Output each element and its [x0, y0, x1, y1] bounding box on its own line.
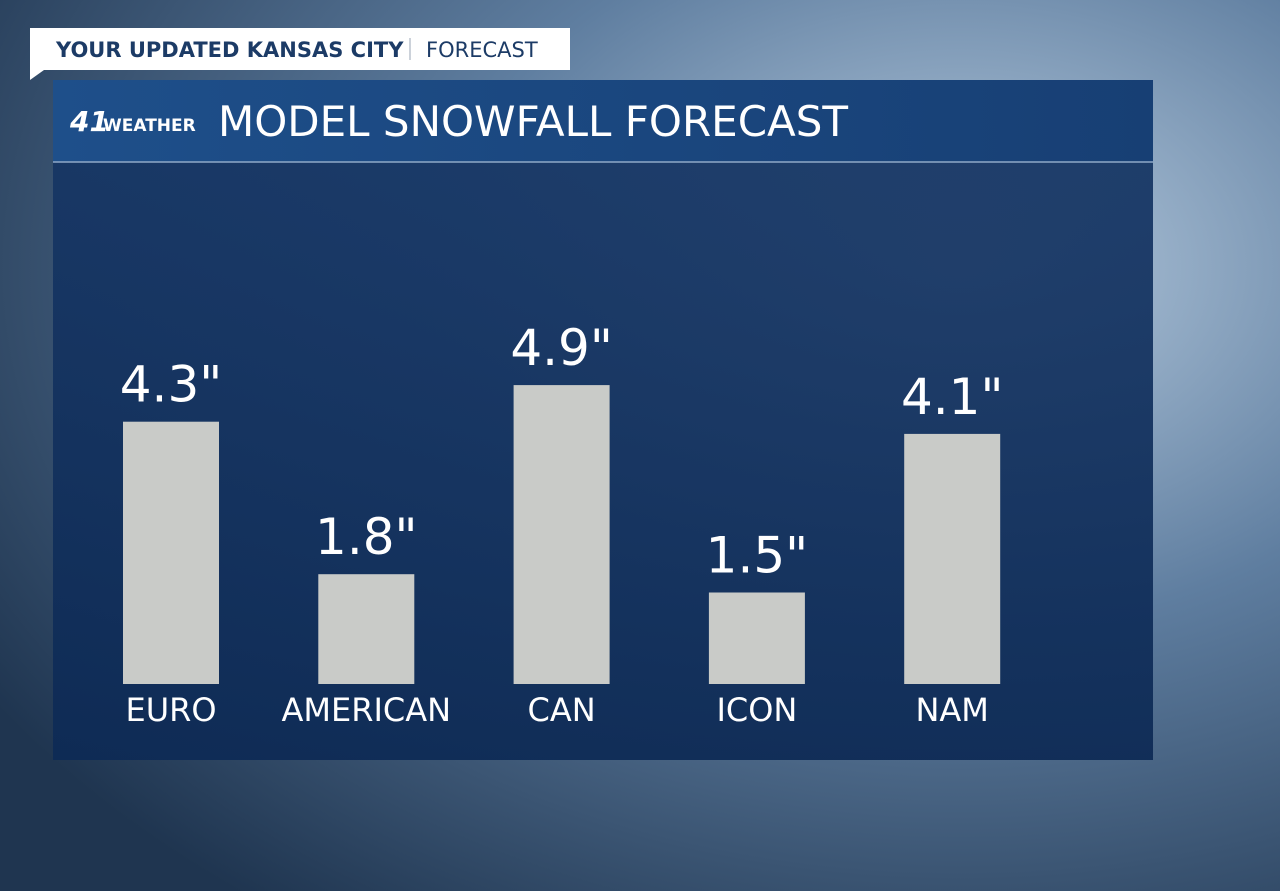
- bar: [123, 421, 219, 684]
- header-title: YOUR UPDATED KANSAS CITY: [55, 38, 404, 62]
- category-label: EURO: [125, 691, 216, 729]
- logo-word: WEATHER: [103, 116, 196, 136]
- chart-title: MODEL SNOWFALL FORECAST: [218, 97, 848, 146]
- bar: [318, 574, 415, 684]
- bar: [513, 385, 610, 684]
- header-strip: [30, 28, 570, 70]
- header-section: FORECAST: [426, 38, 538, 62]
- bar: [904, 433, 1001, 684]
- category-label: AMERICAN: [282, 691, 452, 729]
- category-label: CAN: [528, 691, 596, 729]
- bar: [708, 592, 805, 684]
- category-label: ICON: [716, 691, 797, 729]
- title-bar: [53, 80, 1153, 162]
- value-label: 4.1": [901, 368, 1004, 426]
- value-label: 1.5": [706, 527, 809, 585]
- category-label: NAM: [915, 691, 988, 729]
- value-label: 1.8": [315, 508, 418, 566]
- header-tab: [30, 66, 44, 80]
- value-label: 4.9": [510, 319, 613, 377]
- value-label: 4.3": [120, 356, 223, 414]
- logo-number: 41: [69, 105, 109, 138]
